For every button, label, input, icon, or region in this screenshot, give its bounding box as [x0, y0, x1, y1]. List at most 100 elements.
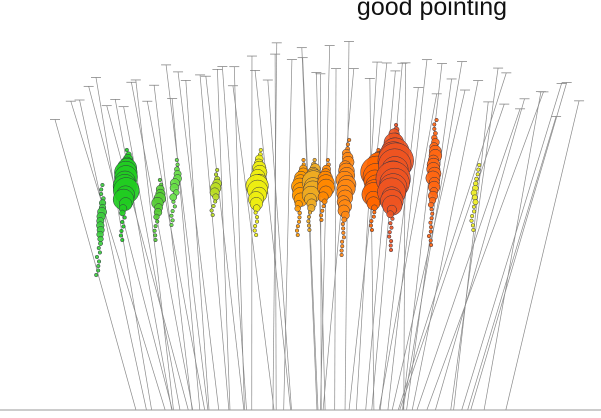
- string: [345, 42, 349, 410]
- hit: [297, 220, 301, 224]
- hit: [432, 123, 436, 127]
- hit: [427, 234, 431, 238]
- page: {"caption": "good pointing"} good pointi…: [0, 0, 601, 418]
- hit: [97, 264, 101, 268]
- string: [356, 62, 377, 410]
- hit: [340, 249, 344, 253]
- light-deposits: [94, 118, 481, 277]
- hit: [473, 199, 478, 204]
- hit: [389, 221, 393, 225]
- hit: [296, 233, 300, 237]
- hit: [255, 215, 259, 219]
- string: [217, 69, 230, 410]
- hit: [98, 236, 104, 242]
- hit: [97, 246, 101, 250]
- hit: [213, 194, 219, 200]
- hit: [158, 178, 162, 182]
- hit: [212, 204, 216, 208]
- hit: [430, 212, 434, 216]
- string: [403, 62, 462, 410]
- hit: [308, 211, 312, 215]
- hit: [211, 213, 215, 217]
- string: [335, 69, 336, 410]
- hit: [154, 238, 158, 242]
- hit: [307, 219, 311, 223]
- hit: [340, 240, 344, 244]
- hit: [94, 273, 98, 277]
- hit: [253, 205, 260, 212]
- hit: [433, 127, 437, 131]
- hit: [308, 204, 315, 211]
- hit: [153, 234, 157, 238]
- string: [131, 82, 192, 410]
- hit: [254, 233, 258, 237]
- string: [388, 60, 427, 410]
- hit: [175, 158, 179, 162]
- hit: [253, 224, 257, 228]
- hit: [171, 219, 175, 223]
- hit: [98, 251, 102, 255]
- hit: [472, 205, 476, 209]
- hit: [340, 253, 344, 257]
- hit: [429, 230, 433, 234]
- hit: [370, 219, 374, 223]
- hit: [474, 177, 478, 181]
- hit: [429, 221, 433, 225]
- hit: [322, 204, 326, 208]
- hit: [326, 158, 330, 162]
- string: [80, 100, 147, 410]
- hit: [308, 228, 312, 232]
- hit: [313, 158, 317, 162]
- string: [400, 104, 505, 410]
- string: [172, 99, 200, 410]
- hit: [391, 217, 395, 221]
- hit: [213, 200, 217, 204]
- hit: [254, 211, 258, 215]
- hit: [302, 158, 306, 162]
- hit: [122, 225, 126, 229]
- hit: [342, 231, 346, 235]
- hit: [369, 224, 373, 228]
- string: [303, 58, 318, 410]
- hit: [119, 210, 125, 216]
- hit: [176, 163, 180, 167]
- hit: [372, 215, 376, 219]
- hit: [477, 168, 481, 172]
- hit: [429, 243, 433, 247]
- hit: [342, 217, 347, 222]
- hit: [295, 229, 299, 233]
- hit: [341, 222, 345, 226]
- hit: [373, 210, 377, 214]
- hit: [173, 205, 177, 209]
- hit: [154, 224, 158, 228]
- hit: [295, 206, 301, 212]
- hit: [389, 244, 393, 248]
- hit: [170, 223, 174, 227]
- hit: [98, 241, 102, 245]
- hit: [99, 192, 103, 196]
- hit: [472, 228, 476, 232]
- hit: [372, 205, 378, 211]
- hit: [388, 230, 392, 234]
- hit: [125, 148, 129, 152]
- hit: [255, 220, 259, 224]
- string: [435, 99, 524, 410]
- hit: [477, 163, 481, 167]
- hit: [346, 143, 350, 147]
- hit: [210, 209, 214, 213]
- hit: [171, 209, 175, 213]
- string: [186, 80, 209, 410]
- hit: [430, 216, 434, 220]
- hit: [259, 148, 263, 152]
- hit: [370, 228, 374, 232]
- hit: [121, 220, 125, 224]
- hit: [387, 235, 391, 239]
- hit: [120, 238, 124, 242]
- string: [402, 64, 441, 410]
- hit: [120, 229, 124, 233]
- string: [233, 86, 274, 410]
- hit: [320, 218, 324, 222]
- hit: [101, 183, 105, 187]
- hit: [435, 118, 439, 122]
- hit: [470, 219, 474, 223]
